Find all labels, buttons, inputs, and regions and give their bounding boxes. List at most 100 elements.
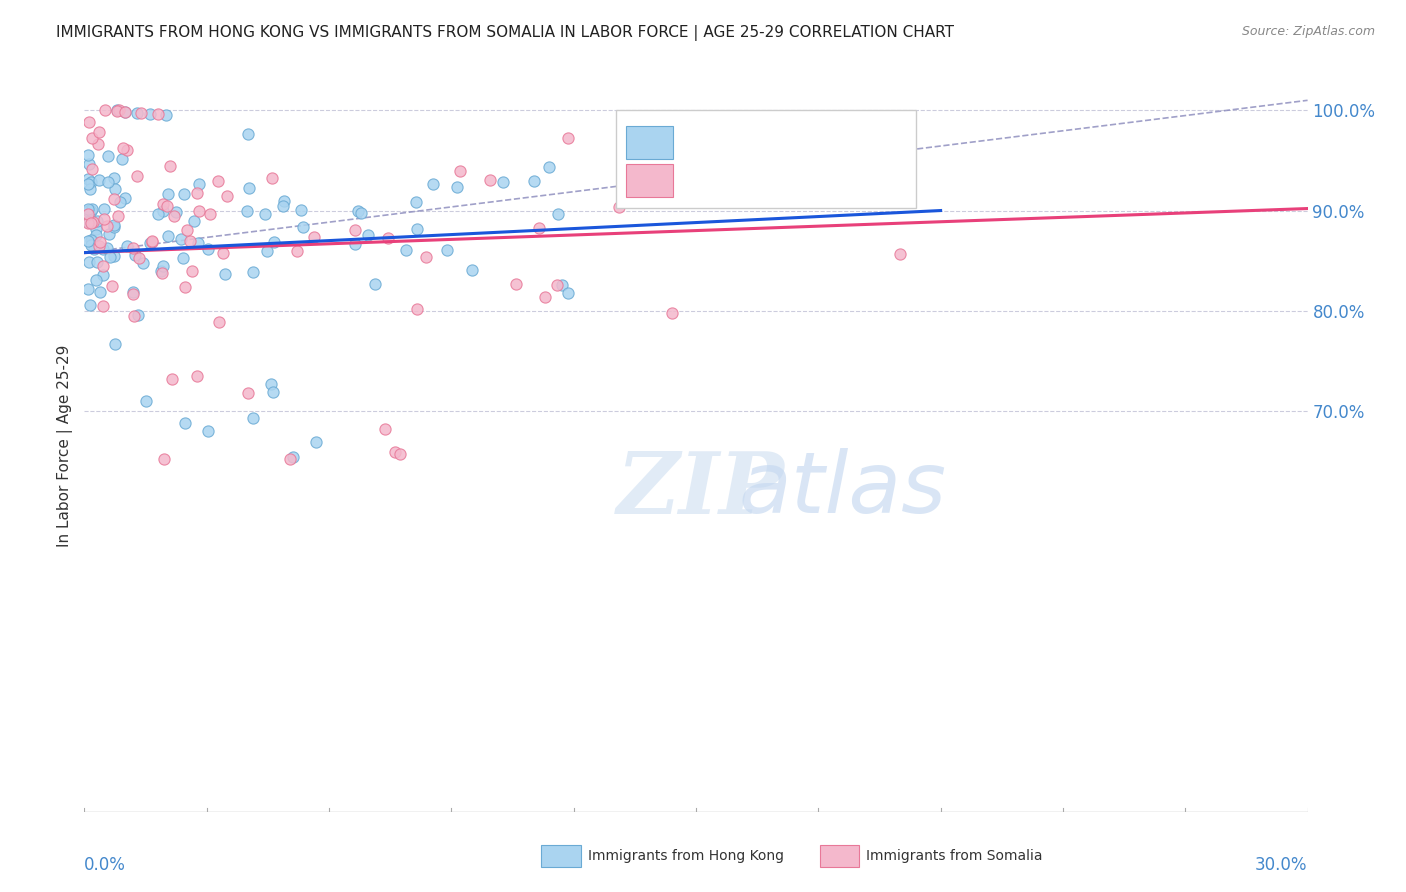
Point <box>253 207 276 221</box>
Point <box>197 242 219 256</box>
Point <box>122 286 145 301</box>
Point <box>344 236 367 251</box>
Point <box>262 384 284 399</box>
Point <box>141 235 163 249</box>
Point <box>262 170 284 185</box>
Point <box>188 203 211 218</box>
Point <box>114 191 136 205</box>
Text: Immigrants from Hong Kong: Immigrants from Hong Kong <box>588 849 783 863</box>
Point <box>162 210 184 224</box>
Point <box>173 186 195 201</box>
Point <box>117 239 139 253</box>
Point <box>104 182 127 196</box>
Point <box>159 159 181 173</box>
Point <box>217 189 239 203</box>
Point <box>153 451 176 466</box>
Point <box>77 282 100 296</box>
Point <box>557 286 579 301</box>
Point <box>208 315 231 329</box>
Point <box>152 259 174 273</box>
Point <box>505 277 527 292</box>
Point <box>127 106 149 120</box>
Point <box>84 222 107 236</box>
Point <box>77 234 100 248</box>
Point <box>107 210 129 224</box>
Point <box>160 372 183 386</box>
Point <box>343 223 366 237</box>
Point <box>124 247 146 261</box>
Point <box>141 234 163 248</box>
Point <box>198 207 221 221</box>
Point <box>547 207 569 221</box>
Point <box>156 229 179 244</box>
Point <box>89 235 111 249</box>
Point <box>186 186 208 201</box>
Point <box>492 176 515 190</box>
Point <box>103 249 125 263</box>
Text: ZIP: ZIP <box>616 448 785 532</box>
Point <box>384 444 406 458</box>
Point <box>108 195 131 210</box>
Point <box>93 212 115 227</box>
Point <box>165 205 187 219</box>
Point <box>103 170 125 185</box>
Point <box>80 237 103 252</box>
Point <box>155 108 177 122</box>
Point <box>84 228 107 243</box>
Point <box>207 174 229 188</box>
Point <box>80 175 103 189</box>
Text: 0.071: 0.071 <box>737 171 789 189</box>
Point <box>77 202 100 217</box>
Point <box>112 141 135 155</box>
Point <box>187 236 209 251</box>
Text: 0.181: 0.181 <box>737 133 789 151</box>
Point <box>83 243 105 257</box>
Point <box>661 305 683 319</box>
Point <box>889 246 911 260</box>
Point <box>172 251 194 265</box>
Text: 108: 108 <box>846 133 882 151</box>
Point <box>80 233 103 247</box>
Point <box>183 214 205 228</box>
Point <box>527 220 550 235</box>
Point <box>150 266 173 280</box>
Point <box>256 244 278 259</box>
Point <box>122 309 145 323</box>
Point <box>86 254 108 268</box>
Point <box>84 272 107 286</box>
Point <box>176 223 198 237</box>
Point <box>111 152 134 166</box>
Point <box>405 194 427 209</box>
Point <box>91 299 114 313</box>
Point <box>186 369 208 384</box>
Point <box>114 105 136 120</box>
Point <box>364 277 387 292</box>
Point <box>105 103 128 118</box>
Point <box>97 175 120 189</box>
Point <box>122 285 145 299</box>
Point <box>173 280 195 294</box>
Point <box>285 244 308 259</box>
Point <box>350 206 373 220</box>
Point <box>79 298 101 312</box>
Point <box>77 214 100 228</box>
Text: atlas: atlas <box>738 449 946 532</box>
Point <box>356 228 378 243</box>
Point <box>98 250 121 264</box>
Point <box>236 127 259 141</box>
Point <box>87 239 110 253</box>
Point <box>82 215 104 229</box>
FancyBboxPatch shape <box>626 126 672 159</box>
Point <box>278 452 301 467</box>
Point <box>107 103 129 118</box>
Point <box>91 242 114 256</box>
Point <box>103 219 125 233</box>
Point <box>82 162 104 177</box>
Point <box>395 243 418 257</box>
Point <box>523 174 546 188</box>
Point <box>139 235 162 250</box>
Point <box>86 214 108 228</box>
Text: R =: R = <box>683 173 718 188</box>
Point <box>135 394 157 409</box>
Point <box>187 177 209 191</box>
